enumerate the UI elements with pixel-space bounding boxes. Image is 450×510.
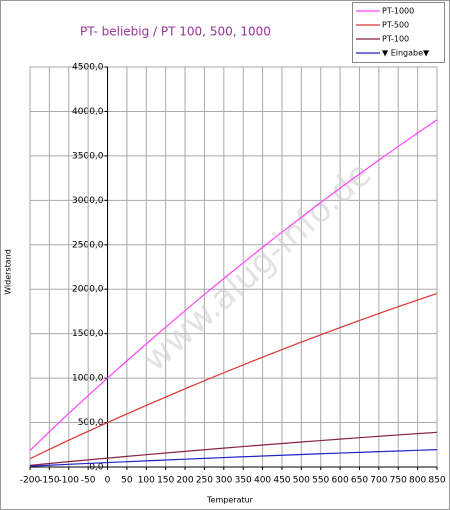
series-line	[29, 119, 438, 451]
plot-area	[29, 66, 438, 468]
x-tick-label: 650	[351, 476, 368, 486]
x-tick-label: 850	[428, 476, 445, 486]
y-tick-label: 500,0	[78, 418, 104, 428]
series-line	[29, 431, 438, 466]
legend-label: ▼ Eingabe▼	[382, 49, 430, 58]
x-tick-label: -50	[81, 476, 96, 486]
x-tick-label: 700	[370, 476, 387, 486]
x-tick-label: 300	[215, 476, 232, 486]
x-tick-label: 50	[121, 476, 133, 486]
x-tick-label: 150	[157, 476, 174, 486]
x-tick-label: 750	[390, 476, 407, 486]
x-axis-label: Temperatur	[206, 496, 254, 505]
x-tick-label: 200	[176, 476, 193, 486]
x-tick-label: 450	[273, 476, 290, 486]
x-tick-label: 800	[409, 476, 426, 486]
x-tick-label: -200	[20, 476, 41, 486]
legend-label: PT-100	[382, 35, 409, 44]
x-tick-label: 250	[196, 476, 213, 486]
x-tick-label: 600	[332, 476, 349, 486]
legend-label: PT-1000	[382, 7, 414, 16]
x-tick-label: 100	[138, 476, 155, 486]
x-tick-label: 550	[312, 476, 329, 486]
x-tick-label: 0	[105, 476, 111, 486]
series-line	[29, 292, 438, 460]
x-tick-label: -150	[39, 476, 60, 486]
y-axis-label: Widerstand	[4, 249, 13, 295]
legend-label: PT-500	[382, 21, 409, 30]
x-tick-label: -100	[59, 476, 80, 486]
x-tick-label: 500	[293, 476, 310, 486]
series-line	[29, 449, 438, 467]
chart-title: PT- beliebig / PT 100, 500, 1000	[80, 25, 271, 39]
x-tick-label: 350	[235, 476, 252, 486]
x-tick-label: 400	[254, 476, 271, 486]
